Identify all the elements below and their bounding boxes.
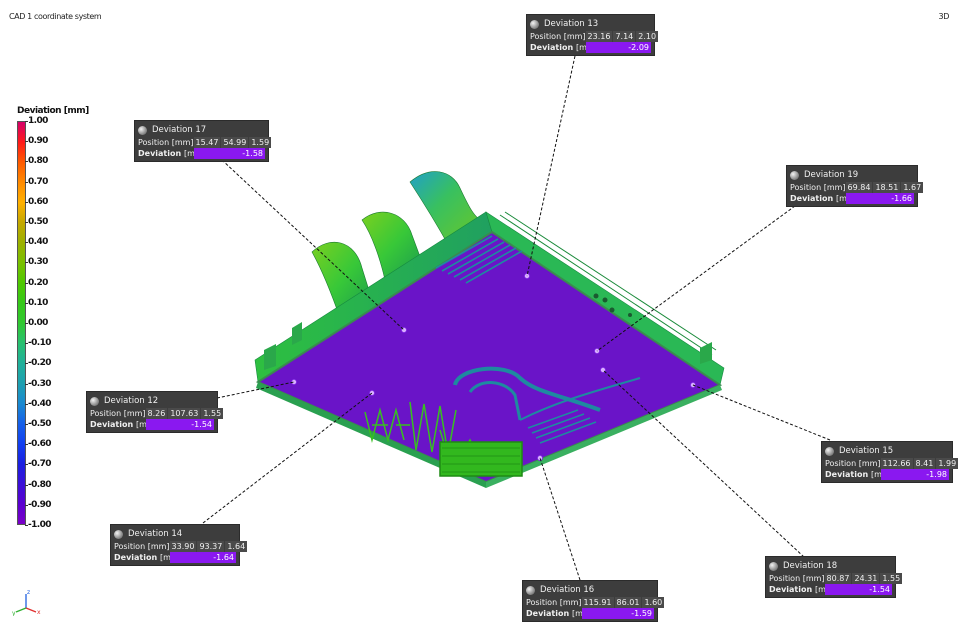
position-z: 1.60 [642, 597, 664, 608]
position-label: Position [138, 138, 169, 147]
callout-title: Deviation 13 [544, 19, 598, 30]
deviation-value: -1.59 [582, 608, 654, 619]
position-label: Position [114, 542, 145, 551]
deviation-label: Deviation [114, 553, 157, 562]
unit-label: [mm] [824, 183, 846, 192]
position-label: Position [526, 598, 557, 607]
deviation-value: -2.09 [586, 42, 651, 53]
position-label: Position [90, 409, 121, 418]
position-z: 2.10 [636, 31, 658, 42]
deviation-value: -1.58 [194, 148, 265, 159]
deviation-callout-14[interactable]: Deviation 14 Position [mm] 33.90 93.37 1.64… [110, 524, 240, 566]
deviation-callout-16[interactable]: Deviation 16 Position [mm] 115.91 86.01 1.6… [522, 580, 658, 622]
deviation-label: Deviation [769, 585, 812, 594]
deviation-label: Deviation [530, 43, 573, 52]
position-y: 24.31 [852, 573, 879, 584]
callout-title: Deviation 18 [783, 561, 837, 572]
deviation-label: Deviation [526, 609, 569, 618]
sphere-icon [90, 397, 99, 406]
callout-title: Deviation 19 [804, 170, 858, 181]
position-z: 1.99 [936, 458, 958, 469]
sphere-icon [526, 586, 535, 595]
callout-title: Deviation 12 [104, 396, 158, 407]
deviation-callout-18[interactable]: Deviation 18 Position [mm] 80.87 24.31 1.55… [765, 556, 896, 598]
deviation-label: Deviation [825, 470, 868, 479]
position-y: 54.99 [221, 137, 248, 148]
callout-title: Deviation 16 [540, 585, 594, 596]
position-y: 7.14 [613, 31, 635, 42]
z-axis-label: z [27, 589, 30, 596]
position-z: 1.55 [880, 573, 902, 584]
sphere-icon [790, 171, 799, 180]
sphere-icon [769, 562, 778, 571]
deviation-value: -1.66 [846, 193, 914, 204]
position-y: 86.01 [615, 597, 642, 608]
deviation-callout-12[interactable]: Deviation 12 Position [mm] 8.26 107.63 1.55… [86, 391, 218, 433]
unit-label: [mm] [859, 459, 881, 468]
deviation-callout-15[interactable]: Deviation 15 Position [mm] 112.66 8.41 1.99… [821, 441, 953, 483]
position-label: Position [530, 32, 561, 41]
position-z: 1.55 [201, 408, 223, 419]
position-y: 8.41 [914, 458, 936, 469]
position-y: 18.51 [873, 182, 900, 193]
position-x: 69.84 [846, 182, 873, 193]
position-y: 107.63 [168, 408, 200, 419]
unit-label: [mm] [124, 409, 146, 418]
callout-title: Deviation 17 [152, 125, 206, 136]
axis-triad[interactable]: z x y [12, 588, 44, 616]
x-axis [26, 608, 36, 612]
position-y: 93.37 [197, 541, 224, 552]
unit-label: [mm] [172, 138, 194, 147]
position-z: 1.64 [225, 541, 247, 552]
deviation-label: Deviation [790, 194, 833, 203]
position-label: Position [790, 183, 821, 192]
y-axis [16, 608, 26, 612]
deviation-label: Deviation [90, 420, 133, 429]
position-x: 33.90 [170, 541, 197, 552]
deviation-value: -1.54 [825, 584, 892, 595]
position-x: 15.47 [194, 137, 221, 148]
deviation-callout-19[interactable]: Deviation 19 Position [mm] 69.84 18.51 1.67… [786, 165, 918, 207]
unit-label: [mm] [148, 542, 170, 551]
deviation-value: -1.54 [146, 419, 214, 430]
deviation-callout-13[interactable]: Deviation 13 Position [mm] 23.16 7.14 2.10 … [526, 14, 655, 56]
sphere-icon [114, 530, 123, 539]
position-x: 8.26 [146, 408, 168, 419]
deviation-callout-17[interactable]: Deviation 17 Position [mm] 15.47 54.99 1.59… [134, 120, 269, 162]
callout-title: Deviation 15 [839, 446, 893, 457]
position-x: 80.87 [825, 573, 852, 584]
unit-label: [mm] [564, 32, 586, 41]
y-axis-label: y [12, 610, 16, 616]
position-z: 1.67 [901, 182, 923, 193]
position-x: 115.91 [582, 597, 614, 608]
position-x: 112.66 [881, 458, 913, 469]
position-x: 23.16 [586, 31, 613, 42]
deviation-label: Deviation [138, 149, 181, 158]
unit-label: [mm] [803, 574, 825, 583]
position-label: Position [769, 574, 800, 583]
sphere-icon [825, 447, 834, 456]
position-z: 1.59 [249, 137, 271, 148]
unit-label: [mm] [560, 598, 582, 607]
sphere-icon [138, 126, 147, 135]
deviation-value: -1.98 [881, 469, 949, 480]
x-axis-label: x [37, 609, 41, 616]
sphere-icon [530, 20, 539, 29]
callout-title: Deviation 14 [128, 529, 182, 540]
position-label: Position [825, 459, 856, 468]
deviation-value: -1.64 [170, 552, 236, 563]
